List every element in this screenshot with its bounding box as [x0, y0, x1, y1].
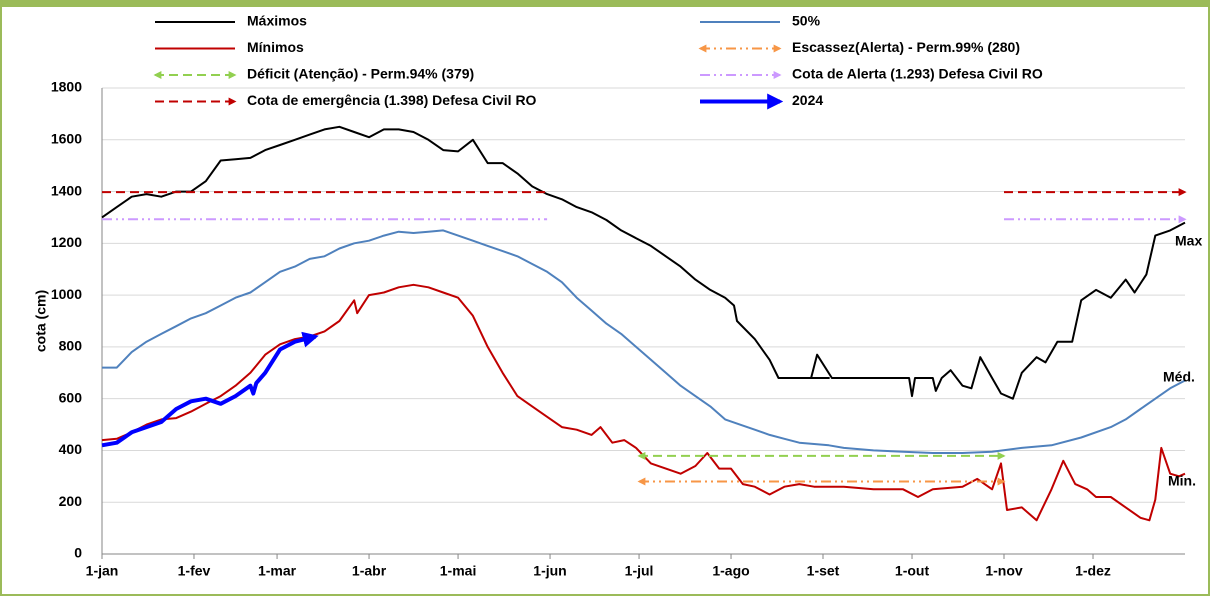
- legend-label: Escassez(Alerta) - Perm.99% (280): [792, 39, 1020, 55]
- x-tick-label: 1-jun: [533, 563, 566, 579]
- series-line: [101, 331, 319, 448]
- x-tick-label: 1-ago: [712, 563, 749, 579]
- x-tick-label: 1-fev: [178, 563, 211, 579]
- y-tick-label: 1600: [51, 130, 82, 146]
- legend-label: Mínimos: [247, 39, 304, 55]
- x-tick-label: 1-set: [807, 563, 840, 579]
- x-tick-label: 1-dez: [1075, 563, 1111, 579]
- x-tick-label: 1-mai: [440, 563, 477, 579]
- y-tick-label: 600: [59, 389, 83, 405]
- top-strip: [0, 0, 1210, 7]
- series-line: [101, 125, 1186, 400]
- y-tick-label: 1000: [51, 286, 82, 302]
- y-tick-label: 0: [74, 545, 82, 561]
- legend-label: Cota de emergência (1.398) Defesa Civil …: [247, 92, 537, 108]
- annotation: Max: [1175, 233, 1202, 249]
- annotation: Min.: [1168, 473, 1196, 489]
- y-tick-label: 1200: [51, 234, 82, 250]
- x-tick-label: 1-out: [895, 563, 930, 579]
- y-tick-label: 800: [59, 338, 83, 354]
- legend-label: 2024: [792, 92, 823, 108]
- x-tick-label: 1-nov: [985, 563, 1023, 579]
- y-axis-label: cota (cm): [33, 290, 49, 352]
- x-tick-label: 1-jan: [86, 563, 119, 579]
- x-tick-label: 1-mar: [258, 563, 297, 579]
- y-tick-label: 1400: [51, 182, 82, 198]
- legend-label: Máximos: [247, 13, 307, 29]
- y-tick-label: 1800: [51, 79, 82, 95]
- legend-label: Cota de Alerta (1.293) Defesa Civil RO: [792, 66, 1043, 82]
- annotation: Méd.: [1163, 369, 1195, 385]
- legend-label: Déficit (Atenção) - Perm.94% (379): [247, 66, 474, 82]
- x-tick-label: 1-abr: [352, 563, 387, 579]
- y-tick-label: 400: [59, 441, 83, 457]
- legend-label: 50%: [792, 13, 821, 29]
- y-tick-label: 200: [59, 493, 83, 509]
- x-tick-label: 1-jul: [625, 563, 654, 579]
